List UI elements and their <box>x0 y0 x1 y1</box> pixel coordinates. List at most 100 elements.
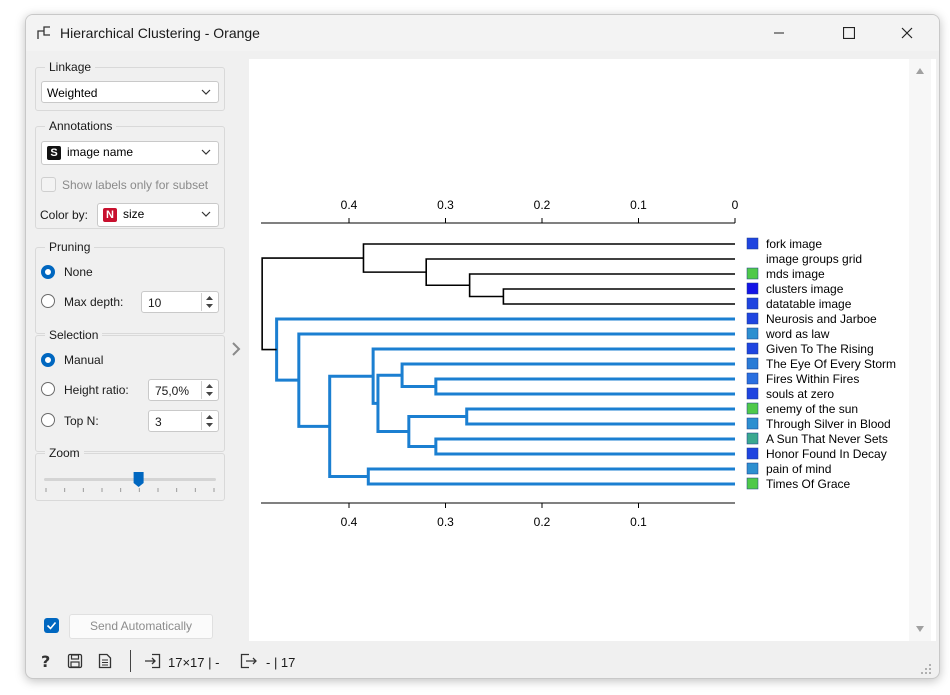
zoom-track[interactable] <box>44 478 216 481</box>
leaf-label[interactable]: Honor Found In Decay <box>766 447 887 461</box>
zoom-slider[interactable] <box>40 464 220 496</box>
leaf-label[interactable]: Through Silver in Blood <box>766 417 891 431</box>
height-ratio-spinbox[interactable]: 75,0% <box>148 379 219 401</box>
pruning-none-radio[interactable] <box>41 265 55 279</box>
cluster-branch[interactable] <box>362 243 735 273</box>
report-icon[interactable] <box>98 653 112 669</box>
leaf-label[interactable]: word as law <box>765 327 830 341</box>
cluster-branch-selected[interactable] <box>407 415 467 448</box>
leaf-color-swatch <box>746 282 759 295</box>
leaf-label[interactable]: souls at zero <box>766 387 834 401</box>
zoom-handle[interactable] <box>133 472 144 487</box>
leaf-color-swatch <box>746 327 759 340</box>
cluster-branch[interactable] <box>468 273 735 298</box>
leaf-label[interactable]: mds image <box>766 267 825 281</box>
pruning-group: Pruning None Max depth: 10 <box>35 240 225 334</box>
string-type-icon: S <box>47 145 61 160</box>
leaf-color-swatch <box>746 417 759 430</box>
cluster-branch-selected[interactable] <box>465 407 735 426</box>
leaf-label[interactable]: pain of mind <box>766 462 831 476</box>
minimize-button[interactable] <box>756 15 802 51</box>
spin-arrows-icon[interactable] <box>201 293 217 311</box>
leaf-color-swatch <box>746 462 759 475</box>
cluster-branch-selected[interactable] <box>400 362 735 388</box>
app-icon <box>37 26 50 39</box>
selection-top-n-radio[interactable] <box>41 413 55 427</box>
leaf-label[interactable]: Given To The Rising <box>766 342 874 356</box>
send-auto-checkbox[interactable] <box>44 618 59 633</box>
save-icon[interactable] <box>67 653 83 669</box>
scroll-up-icon[interactable] <box>915 67 925 75</box>
leaf-color-swatch <box>746 267 759 280</box>
leaf-label[interactable]: image groups grid <box>766 252 862 266</box>
spin-arrows-icon[interactable] <box>201 381 217 399</box>
collapse-panel-icon[interactable] <box>230 341 242 357</box>
dendrogram-chart[interactable]: 0.4 0.3 0.2 0.1 0 0.4 0.3 0.2 0.1 fork imageimage… <box>249 59 909 641</box>
zoom-label: Zoom <box>45 446 84 460</box>
manual-label: Manual <box>64 353 104 367</box>
output-summary: - | 17 <box>266 655 296 670</box>
close-button[interactable] <box>884 15 930 51</box>
cluster-branch[interactable] <box>425 258 735 287</box>
dendrogram-view[interactable]: 0.4 0.3 0.2 0.1 0 0.4 0.3 0.2 0.1 fork image image… <box>249 59 936 641</box>
leaf-color-swatch <box>746 432 759 445</box>
top-tick-label: 0.4 <box>341 198 358 212</box>
vertical-scrollbar[interactable] <box>909 59 931 641</box>
status-divider <box>130 650 131 672</box>
cluster-branch-selected[interactable] <box>434 437 735 456</box>
leaf-label[interactable]: enemy of the sun <box>766 402 858 416</box>
close-icon <box>901 27 913 39</box>
leaf-label[interactable]: datatable image <box>766 297 852 311</box>
leaf-label[interactable]: fork image <box>766 237 822 251</box>
annotation-value: image name <box>67 145 134 159</box>
leaf-label[interactable]: Neurosis and Jarboe <box>766 312 877 326</box>
title-bar: Hierarchical Clustering - Orange <box>26 15 939 51</box>
height-ratio-label: Height ratio: <box>64 383 129 397</box>
window-title: Hierarchical Clustering - Orange <box>60 25 260 41</box>
cluster-branch-selected[interactable] <box>434 377 735 396</box>
svg-text:?: ? <box>41 653 50 670</box>
cluster-branch[interactable] <box>261 257 364 351</box>
color-by-value: size <box>123 207 145 221</box>
cluster-branch-selected[interactable] <box>376 373 409 433</box>
cluster-branch[interactable] <box>502 288 735 305</box>
scroll-down-icon[interactable] <box>915 625 925 633</box>
minimize-icon <box>774 32 784 34</box>
top-tick-label: 0.3 <box>437 198 454 212</box>
selection-label: Selection <box>45 328 103 342</box>
help-icon[interactable]: ? <box>40 653 54 670</box>
chevron-down-icon <box>201 89 211 95</box>
pruning-max-depth-radio[interactable] <box>41 294 55 308</box>
check-icon <box>46 621 57 630</box>
top-n-label: Top N: <box>64 414 99 428</box>
selection-height-ratio-radio[interactable] <box>41 382 55 396</box>
height-ratio-value: 75,0% <box>155 384 190 398</box>
leaf-color-swatch <box>746 342 759 355</box>
spin-arrows-icon[interactable] <box>201 412 217 430</box>
send-automatically-button[interactable]: Send Automatically <box>69 614 213 639</box>
leaf-label[interactable]: A Sun That Never Sets <box>766 432 888 446</box>
selection-manual-radio[interactable] <box>41 353 55 367</box>
color-by-label: Color by: <box>40 208 89 222</box>
cluster-branch-selected[interactable] <box>328 374 374 478</box>
top-n-spinbox[interactable]: 3 <box>148 410 219 432</box>
leaf-label[interactable]: Times Of Grace <box>766 477 851 491</box>
max-depth-spinbox[interactable]: 10 <box>141 291 219 313</box>
leaf-label[interactable]: clusters image <box>766 282 844 296</box>
cluster-branch-selected[interactable] <box>366 467 735 486</box>
leaf-color-swatch <box>746 237 759 250</box>
leaf-color-swatch <box>746 297 759 310</box>
cluster-branch-selected[interactable] <box>297 332 735 428</box>
resize-grip-icon[interactable] <box>920 663 932 675</box>
show-subset-checkbox[interactable] <box>41 177 56 192</box>
leaf-label[interactable]: The Eye Of Every Storm <box>766 357 896 371</box>
linkage-combo[interactable]: Weighted <box>41 81 219 103</box>
top-tick-label: 0 <box>732 198 739 212</box>
leaf-color-swatch <box>746 372 759 385</box>
bottom-tick-label: 0.3 <box>437 515 454 529</box>
leaf-label[interactable]: Fires Within Fires <box>766 372 859 386</box>
maximize-button[interactable] <box>826 15 872 51</box>
